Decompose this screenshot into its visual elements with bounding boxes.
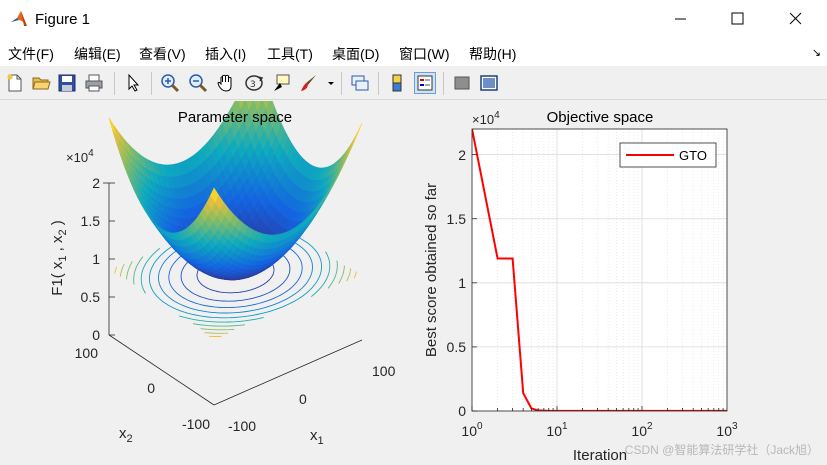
legend-label-gto: GTO bbox=[679, 148, 707, 163]
hide-plot-tools-icon[interactable] bbox=[452, 73, 472, 93]
show-plot-tools-icon[interactable] bbox=[479, 73, 499, 93]
surface-patch bbox=[353, 122, 363, 143]
x-axis-label: x1 bbox=[310, 427, 324, 447]
y-tick-label: 1 bbox=[458, 275, 466, 291]
z-tick-label: 1 bbox=[92, 251, 100, 267]
y-tick-label: 0.5 bbox=[447, 339, 467, 355]
pointer-icon[interactable] bbox=[123, 73, 143, 93]
z-tick-label: 1.5 bbox=[81, 213, 101, 229]
z-axis-label: F1( x1 , x2 ) bbox=[49, 220, 69, 296]
x-tick-label: 102 bbox=[631, 421, 653, 439]
y-tick-label: 1.5 bbox=[447, 211, 467, 227]
y-tick-label: -100 bbox=[182, 416, 210, 432]
plot-area bbox=[472, 129, 727, 411]
pan-hand-icon[interactable] bbox=[216, 73, 236, 93]
y-exponent-label: ×104 bbox=[472, 110, 500, 127]
rotate-3d-icon[interactable]: 3 bbox=[244, 73, 264, 93]
line-title: Objective space bbox=[547, 109, 654, 126]
zoom-in-icon[interactable] bbox=[160, 73, 180, 93]
y-axis-label: Best score obtained so far bbox=[423, 183, 440, 357]
print-icon[interactable] bbox=[84, 73, 104, 93]
menu-desktop[interactable]: 桌面(D) bbox=[332, 46, 380, 62]
x-tick-label: 0 bbox=[299, 391, 307, 407]
toolbar-separator bbox=[341, 72, 342, 95]
watermark: CSDN @智能算法研学社（Jack旭） bbox=[624, 443, 819, 457]
menu-help[interactable]: 帮助(H) bbox=[469, 46, 517, 62]
y-tick-label: 0 bbox=[458, 403, 466, 419]
z-tick-label: 2 bbox=[92, 175, 100, 191]
matlab-logo-icon bbox=[11, 11, 27, 26]
zoom-out-icon[interactable] bbox=[188, 73, 208, 93]
legend[interactable]: GTO bbox=[619, 142, 717, 168]
menu-tools[interactable]: 工具(T) bbox=[267, 46, 313, 62]
legend-icon[interactable] bbox=[414, 72, 436, 94]
svg-text:3: 3 bbox=[250, 80, 256, 90]
surface-mesh bbox=[108, 101, 363, 281]
z-tick-label: 0.5 bbox=[81, 289, 101, 305]
x-tick-label: 103 bbox=[716, 421, 738, 439]
minimize-button[interactable] bbox=[658, 0, 704, 38]
toolbar-separator bbox=[151, 72, 152, 95]
toolbar-separator bbox=[378, 72, 379, 95]
x-tick-label: 101 bbox=[546, 421, 568, 439]
figure-canvas: 0 0.5 1 1.5 2 ×104 100 0 -100 x2 -100 0 … bbox=[0, 101, 827, 465]
y-tick-label: 0 bbox=[147, 380, 155, 396]
menu-view[interactable]: 查看(V) bbox=[139, 46, 186, 62]
close-button[interactable] bbox=[772, 0, 818, 38]
save-icon[interactable] bbox=[57, 73, 77, 93]
open-file-icon[interactable] bbox=[31, 73, 51, 93]
figure-toolbar: 3 bbox=[0, 67, 827, 100]
menu-file[interactable]: 文件(F) bbox=[8, 46, 54, 62]
surface-patch bbox=[108, 117, 118, 138]
x-tick-label: 100 bbox=[461, 421, 483, 439]
title-bar: Figure 1 bbox=[0, 0, 827, 40]
toolbar-separator bbox=[443, 72, 444, 95]
z-tick-marks bbox=[109, 182, 115, 336]
axes-box bbox=[471, 128, 728, 412]
brush-icon[interactable] bbox=[299, 73, 319, 93]
new-figure-icon[interactable] bbox=[5, 73, 25, 93]
y-axis-label: x2 bbox=[119, 425, 133, 445]
dock-arrow-icon[interactable]: ↘ bbox=[811, 47, 821, 59]
convergence-plot[interactable]: 0 0.5 1 1.5 2 ×104 100 101 102 103 Itera… bbox=[423, 109, 738, 464]
menu-insert[interactable]: 插入(I) bbox=[205, 46, 247, 62]
z-tick-label: 0 bbox=[92, 327, 100, 343]
x-tick-label: 100 bbox=[372, 363, 396, 379]
link-plot-icon[interactable] bbox=[350, 73, 370, 93]
brush-dropdown-icon[interactable] bbox=[326, 73, 336, 93]
data-cursor-icon[interactable] bbox=[271, 73, 291, 93]
window-title: Figure 1 bbox=[35, 11, 91, 28]
y-tick-label: 2 bbox=[458, 147, 466, 163]
menu-window[interactable]: 窗口(W) bbox=[399, 46, 450, 62]
colorbar-icon[interactable] bbox=[387, 73, 407, 93]
surface-title: Parameter space bbox=[178, 109, 292, 126]
menu-edit[interactable]: 编辑(E) bbox=[74, 46, 121, 62]
z-exponent-label: ×104 bbox=[66, 148, 94, 165]
y-tick-label: 100 bbox=[75, 345, 99, 361]
tick-marks bbox=[471, 154, 724, 412]
maximize-button[interactable] bbox=[714, 0, 760, 38]
surface-plot[interactable]: 0 0.5 1 1.5 2 ×104 100 0 -100 x2 -100 0 … bbox=[49, 101, 396, 447]
toolbar-separator bbox=[114, 72, 115, 95]
menu-bar: 文件(F) 编辑(E) 查看(V) 插入(I) 工具(T) 桌面(D) 窗口(W… bbox=[0, 40, 827, 66]
x-axis-label: Iteration bbox=[573, 447, 627, 464]
x-tick-label: -100 bbox=[228, 418, 256, 434]
